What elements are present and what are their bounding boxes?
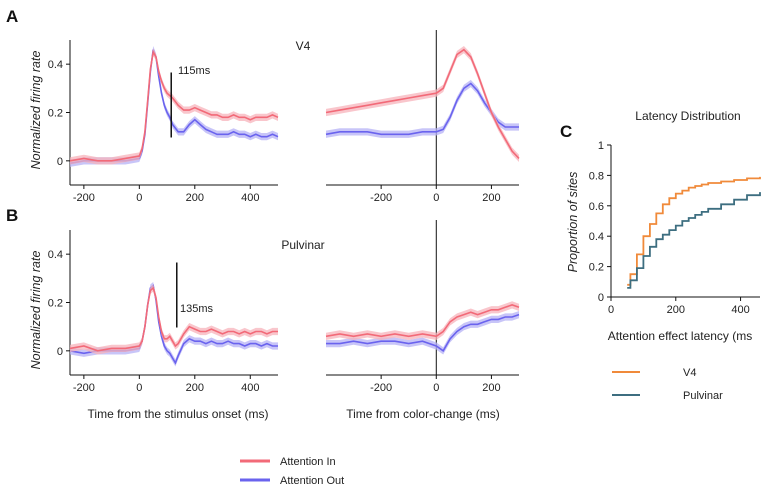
attention-in-line: [69, 286, 278, 352]
x-tick-label: -200: [370, 382, 392, 394]
x-tick-label: -200: [73, 192, 95, 204]
y-tick-label: 0.4: [48, 59, 63, 71]
panel-a-title: V4: [296, 39, 311, 53]
panel-b-title: Pulvinar: [281, 238, 324, 252]
c-x-tick-label: 200: [667, 304, 685, 316]
pulvinar-cdf-line: [627, 192, 761, 289]
x-tick-label: -200: [73, 382, 95, 394]
y-tick-label: 0: [57, 156, 63, 168]
attention-in-band: [70, 48, 278, 165]
x-tick-label: 0: [136, 192, 142, 204]
panel-a-ylabel: Normalized firing rate: [29, 51, 43, 170]
plot-a-right: -200 0 200: [325, 30, 520, 204]
attention-out-band: [326, 311, 519, 355]
panel-b-ylabel: Normalized firing rate: [29, 251, 43, 370]
xlabel-color: Time from color-change (ms): [346, 407, 500, 421]
x-tick-label: -200: [370, 192, 392, 204]
attention-in-line: [69, 49, 279, 162]
x-tick-label: 200: [186, 192, 204, 204]
attention-in-line: [325, 304, 520, 338]
attention-in-line: [325, 48, 520, 159]
legend-v4-label: V4: [683, 367, 696, 379]
c-y-tick-label: 0.4: [589, 231, 604, 243]
legend-attention-in-label: Attention In: [280, 456, 336, 468]
attention-in-band: [326, 46, 519, 162]
attention-in-band: [326, 301, 519, 340]
c-y-tick-label: 0.8: [589, 170, 604, 182]
attention-out-line: [326, 313, 520, 352]
y-tick-label: 0.2: [48, 298, 63, 310]
panel-c-ylabel: Proportion of sites: [566, 172, 580, 273]
x-tick-label: 0: [433, 192, 439, 204]
y-tick-label: 0.4: [48, 249, 63, 261]
c-y-tick-label: 0: [598, 292, 604, 304]
v4-cdf-line: [627, 176, 761, 286]
panel-letter-b: B: [6, 206, 18, 225]
panel-c-xlabel: Attention effect latency (ms: [608, 329, 753, 343]
x-tick-label: 400: [241, 382, 259, 394]
attention-out-band: [70, 282, 278, 367]
c-y-tick-label: 0.6: [589, 201, 604, 213]
c-y-tick-label: 0.2: [589, 262, 604, 274]
xlabel-stim: Time from the stimulus onset (ms): [88, 407, 269, 421]
attention-out-line: [69, 49, 279, 165]
plot-a-left: -200 0 200 400 0 0.2 0.4: [48, 40, 279, 204]
panel-letter-a: A: [6, 7, 18, 26]
plot-c: 0 0.2 0.4 0.6 0.8 1 0 200 400: [589, 140, 761, 316]
y-tick-label: 0: [57, 346, 63, 358]
x-tick-label: 200: [482, 192, 500, 204]
legend-attention-out-label: Attention Out: [280, 475, 344, 487]
x-tick-label: 200: [482, 382, 500, 394]
x-tick-label: 200: [186, 382, 204, 394]
x-tick-label: 0: [136, 382, 142, 394]
plot-b-left: -200 0 200 400 0 0.2 0.4: [48, 230, 278, 394]
attention-in-band: [70, 284, 278, 355]
panel-b-marker-label: 135ms: [180, 303, 214, 315]
panel-a-marker-label: 115ms: [178, 65, 211, 77]
attention-out-band: [70, 46, 278, 167]
c-x-tick-label: 400: [731, 304, 749, 316]
x-tick-label: 400: [241, 192, 259, 204]
panel-c-title: Latency Distribution: [635, 109, 740, 123]
plot-b-right: -200 0 200: [325, 220, 520, 394]
legend-pulvinar-label: Pulvinar: [683, 390, 723, 402]
y-tick-label: 0.2: [48, 108, 63, 120]
c-x-tick-label: 0: [608, 304, 614, 316]
x-tick-label: 0: [433, 382, 439, 394]
c-y-tick-label: 1: [598, 140, 604, 152]
panel-letter-c: C: [560, 122, 572, 141]
